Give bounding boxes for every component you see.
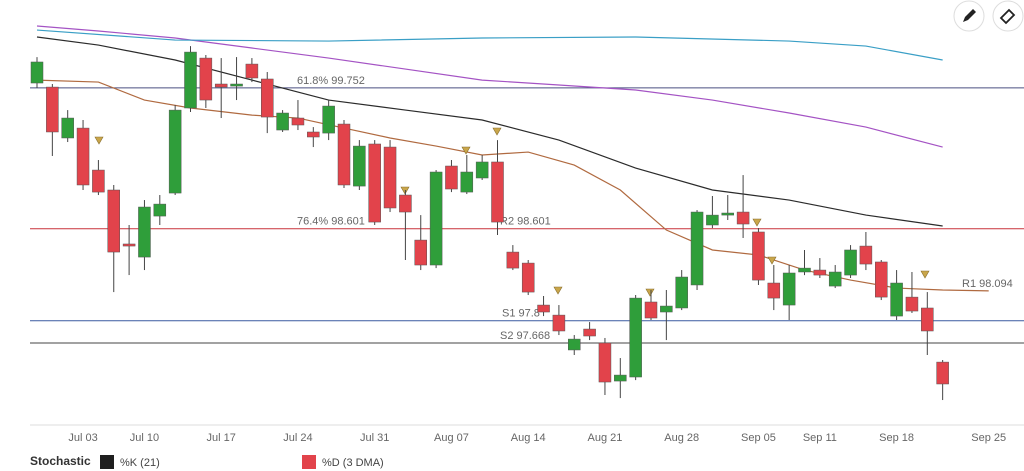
candle-body xyxy=(890,282,903,317)
candle-body xyxy=(245,63,259,79)
candle-body xyxy=(875,261,888,298)
candle-body xyxy=(675,276,688,309)
candle-body xyxy=(491,161,504,223)
moving-average-line xyxy=(36,25,943,148)
legend-title: Stochastic xyxy=(30,454,91,468)
candle-body xyxy=(168,109,182,194)
candle-body xyxy=(798,267,811,273)
candle-body xyxy=(414,239,427,266)
level-label: 61.8% 99.752 xyxy=(297,75,365,87)
candle-body xyxy=(706,214,719,226)
x-tick-label: Jul 03 xyxy=(68,432,97,444)
candle-body xyxy=(752,231,765,281)
candle-body xyxy=(445,165,458,190)
level-label: S2 97.668 xyxy=(500,330,550,342)
level-label: 76.4% 98.601 xyxy=(297,216,365,228)
candle-body xyxy=(76,127,90,186)
candle-body xyxy=(138,206,151,258)
x-tick-label: Jul 31 xyxy=(360,432,389,444)
candle-body xyxy=(859,245,873,265)
candle-body xyxy=(506,251,520,269)
x-tick-label: Sep 25 xyxy=(971,432,1006,444)
x-tick-label: Aug 28 xyxy=(664,432,699,444)
candle-body xyxy=(736,211,750,225)
signal-markers xyxy=(94,127,930,297)
level-label: S1 97.8 xyxy=(502,308,540,320)
candle-body xyxy=(399,194,412,213)
candle-body xyxy=(690,211,704,286)
candle-body xyxy=(629,297,642,378)
candle-body xyxy=(521,262,535,293)
legend-swatch xyxy=(302,455,316,469)
candle-body xyxy=(46,86,59,133)
candle-body xyxy=(199,57,213,101)
candle-body xyxy=(552,314,566,332)
candle-body xyxy=(30,61,44,84)
candle-body xyxy=(583,328,596,337)
moving-average-line xyxy=(36,36,943,227)
candle-body xyxy=(598,342,612,383)
candle-body xyxy=(660,305,673,313)
candle-body xyxy=(721,212,734,216)
candle-body xyxy=(261,78,274,118)
candle-body xyxy=(214,83,228,88)
candle-body xyxy=(767,282,781,299)
candle-body xyxy=(429,171,443,266)
x-tick-label: Jul 10 xyxy=(130,432,159,444)
candle-body xyxy=(368,143,381,223)
erase-button[interactable] xyxy=(992,0,1024,32)
x-tick-label: Jul 24 xyxy=(283,432,312,444)
candle-body xyxy=(905,296,919,312)
candle-body xyxy=(153,203,167,217)
candle-body xyxy=(644,301,658,319)
candle-body xyxy=(184,51,197,109)
candle-body xyxy=(322,105,335,134)
x-tick-label: Aug 21 xyxy=(588,432,623,444)
legend-swatch xyxy=(100,455,114,469)
candle-body xyxy=(61,117,74,139)
candle-body xyxy=(782,272,796,306)
x-tick-label: Jul 17 xyxy=(207,432,236,444)
x-tick-label: Sep 11 xyxy=(803,432,837,444)
candle-body xyxy=(921,307,934,332)
candle-body xyxy=(537,304,550,313)
draw-button[interactable] xyxy=(953,0,985,32)
candle-body xyxy=(475,161,489,179)
candle-body xyxy=(936,361,949,385)
candle-body xyxy=(92,169,105,193)
moving-average-line xyxy=(36,29,943,61)
x-tick-label: Aug 07 xyxy=(434,432,469,444)
candle-body xyxy=(337,123,351,186)
candle-body xyxy=(353,145,366,187)
candle-body xyxy=(813,269,827,276)
candle-body xyxy=(460,171,474,193)
candle-body xyxy=(383,146,397,209)
level-label: R1 98.094 xyxy=(962,278,1013,290)
x-tick-label: Aug 14 xyxy=(511,432,546,444)
candle-body xyxy=(276,112,289,131)
x-tick-label: Sep 05 xyxy=(741,432,776,444)
legend-label: %K (21) xyxy=(120,457,160,469)
candle-body xyxy=(614,374,627,382)
candle-body xyxy=(844,249,857,276)
candle-body xyxy=(307,131,320,138)
x-tick-label: Sep 18 xyxy=(879,432,914,444)
candle-body xyxy=(568,338,581,351)
level-label: R2 98.601 xyxy=(500,216,551,228)
candle-body xyxy=(828,271,842,287)
candle-body xyxy=(230,83,243,87)
legend-label: %D (3 DMA) xyxy=(322,457,384,469)
candle-body xyxy=(122,243,136,247)
candle-body xyxy=(107,189,120,253)
candle-body xyxy=(291,117,305,126)
